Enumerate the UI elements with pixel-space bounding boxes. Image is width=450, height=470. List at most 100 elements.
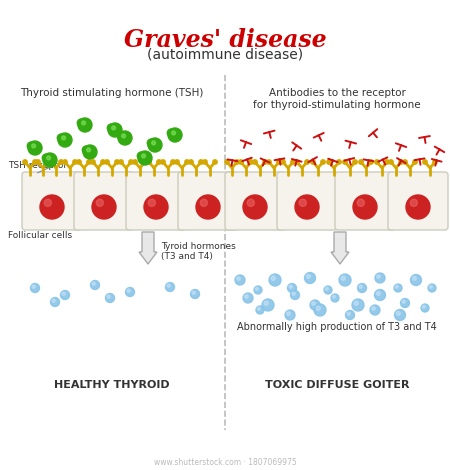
Circle shape	[369, 160, 373, 164]
Circle shape	[256, 287, 258, 290]
Circle shape	[235, 275, 245, 285]
Circle shape	[370, 305, 380, 315]
Circle shape	[133, 160, 137, 164]
Circle shape	[196, 195, 220, 219]
Circle shape	[353, 160, 357, 164]
Circle shape	[376, 291, 380, 295]
Circle shape	[423, 306, 425, 308]
Circle shape	[117, 132, 125, 140]
Text: TSH receptor: TSH receptor	[8, 160, 67, 170]
Circle shape	[343, 160, 347, 164]
Circle shape	[213, 160, 217, 164]
Circle shape	[87, 160, 91, 164]
Circle shape	[185, 160, 189, 164]
Circle shape	[423, 160, 427, 164]
Circle shape	[91, 160, 95, 164]
Circle shape	[200, 199, 207, 206]
Circle shape	[406, 195, 430, 219]
Circle shape	[324, 286, 332, 294]
Circle shape	[73, 160, 77, 164]
Circle shape	[311, 160, 315, 164]
Circle shape	[147, 160, 151, 164]
Circle shape	[225, 160, 229, 164]
Circle shape	[267, 160, 271, 164]
Circle shape	[127, 289, 130, 292]
Circle shape	[137, 152, 145, 160]
Circle shape	[147, 139, 155, 147]
Circle shape	[396, 312, 400, 315]
Circle shape	[190, 290, 199, 298]
Circle shape	[249, 160, 253, 164]
Circle shape	[239, 160, 243, 164]
Circle shape	[105, 293, 114, 303]
Circle shape	[295, 160, 299, 164]
FancyBboxPatch shape	[277, 172, 337, 230]
Circle shape	[166, 282, 175, 291]
Circle shape	[33, 160, 37, 164]
Circle shape	[339, 274, 351, 286]
Circle shape	[359, 285, 362, 288]
Circle shape	[143, 160, 147, 164]
Circle shape	[144, 195, 168, 219]
Circle shape	[237, 277, 240, 280]
Circle shape	[337, 160, 341, 164]
Circle shape	[148, 138, 162, 152]
Circle shape	[101, 160, 105, 164]
Text: Antibodies to the receptor
for thyroid-stimulating hormone: Antibodies to the receptor for thyroid-s…	[253, 88, 421, 110]
Circle shape	[325, 287, 328, 290]
Circle shape	[44, 199, 51, 206]
Circle shape	[199, 160, 203, 164]
Circle shape	[247, 199, 254, 206]
Circle shape	[289, 285, 292, 288]
Circle shape	[42, 154, 50, 162]
Circle shape	[403, 160, 407, 164]
Circle shape	[36, 160, 40, 164]
Text: (autoimmune disease): (autoimmune disease)	[147, 48, 303, 62]
Circle shape	[243, 195, 267, 219]
Circle shape	[333, 296, 335, 298]
Circle shape	[47, 156, 50, 160]
Circle shape	[353, 195, 377, 219]
Circle shape	[138, 151, 152, 165]
Circle shape	[77, 119, 85, 127]
FancyBboxPatch shape	[225, 172, 285, 230]
Text: Tyroid hormones
(T3 and T4): Tyroid hormones (T3 and T4)	[161, 242, 236, 261]
Circle shape	[167, 284, 170, 287]
Circle shape	[65, 134, 71, 141]
Text: HEALTHY THYROID: HEALTHY THYROID	[54, 380, 170, 390]
Circle shape	[264, 301, 268, 306]
Circle shape	[291, 290, 300, 299]
Circle shape	[112, 126, 116, 130]
Circle shape	[107, 124, 115, 132]
Circle shape	[62, 292, 65, 295]
Circle shape	[257, 307, 260, 310]
Circle shape	[92, 282, 95, 285]
Circle shape	[40, 195, 64, 219]
FancyArrow shape	[331, 232, 349, 264]
Circle shape	[105, 160, 109, 164]
Circle shape	[119, 160, 123, 164]
Circle shape	[375, 273, 385, 283]
Circle shape	[253, 160, 257, 164]
Circle shape	[63, 160, 67, 164]
Circle shape	[171, 160, 175, 164]
Circle shape	[83, 145, 97, 159]
Circle shape	[429, 285, 432, 288]
Circle shape	[78, 118, 92, 132]
Circle shape	[28, 141, 42, 155]
Circle shape	[357, 199, 364, 206]
Circle shape	[148, 199, 155, 206]
Circle shape	[32, 144, 36, 148]
Circle shape	[399, 160, 403, 164]
Circle shape	[62, 136, 66, 140]
Circle shape	[145, 153, 151, 158]
Circle shape	[118, 131, 132, 145]
Circle shape	[50, 298, 59, 306]
Circle shape	[203, 160, 207, 164]
Circle shape	[394, 284, 402, 292]
Circle shape	[312, 302, 315, 305]
Circle shape	[402, 300, 405, 303]
Circle shape	[428, 284, 436, 292]
Circle shape	[433, 160, 437, 164]
Circle shape	[77, 160, 81, 164]
